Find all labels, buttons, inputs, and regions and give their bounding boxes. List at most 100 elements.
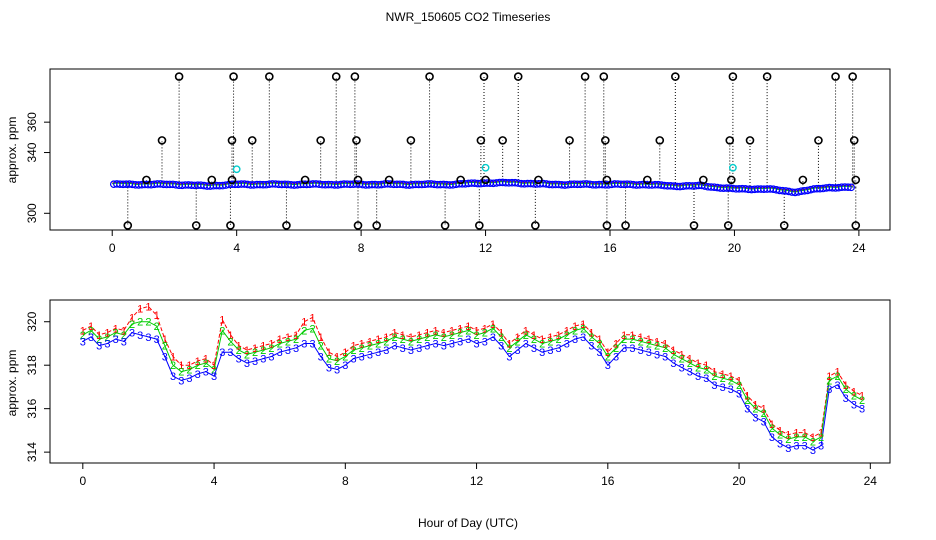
bottom-point-label-2: 2	[613, 343, 619, 355]
bottom-point-label-3: 3	[113, 334, 119, 346]
bottom-point-label-1: 1	[621, 330, 627, 342]
bottom-point-label-3: 3	[104, 338, 110, 350]
bottom-point-label-3: 3	[465, 334, 471, 346]
bottom-point-label-2: 2	[367, 341, 373, 353]
bottom-point-label-1: 1	[449, 325, 455, 337]
bottom-point-label-3: 3	[154, 334, 160, 346]
bottom-point-label-2: 2	[679, 354, 685, 366]
top-flagged-point	[352, 136, 361, 145]
bottom-point-label-2: 2	[145, 317, 151, 329]
bottom-point-label-2: 2	[342, 352, 348, 364]
top-flagged-point	[227, 136, 237, 145]
bottom-point-label-3: 3	[564, 338, 570, 350]
top-flagged-point	[565, 136, 574, 145]
bottom-point-label-2: 2	[211, 365, 217, 377]
top-flagged-point	[456, 175, 465, 185]
bottom-point-label-3: 3	[318, 352, 324, 364]
bottom-point-label-2: 2	[572, 325, 578, 337]
bottom-point-label-2: 2	[728, 375, 734, 387]
bottom-point-label-3: 3	[769, 432, 775, 444]
top-x-tick-label: 8	[358, 241, 365, 255]
bottom-point-label-3: 3	[350, 354, 356, 366]
bottom-point-label-3: 3	[523, 338, 529, 350]
bottom-point-label-3: 3	[203, 367, 209, 379]
bottom-point-label-2: 2	[654, 341, 660, 353]
top-flagged-point	[727, 175, 736, 185]
top-flagged-point	[602, 221, 612, 230]
bottom-point-label-2: 2	[96, 334, 102, 346]
bottom-point-label-3: 3	[826, 384, 832, 396]
bottom-point-label-2: 2	[859, 395, 865, 407]
bottom-point-label-1: 1	[441, 328, 447, 340]
bottom-point-label-3: 3	[629, 343, 635, 355]
bottom-point-label-1: 1	[244, 345, 250, 357]
bottom-point-label-1: 1	[137, 304, 143, 316]
bottom-point-label-3: 3	[506, 352, 512, 364]
bottom-point-label-1: 1	[482, 323, 488, 335]
bottom-point-label-1: 1	[277, 334, 283, 346]
bottom-point-label-2: 2	[424, 332, 430, 344]
bottom-point-label-3: 3	[531, 343, 537, 355]
bottom-point-label-2: 2	[761, 408, 767, 420]
top-flagged-point	[814, 136, 823, 145]
bottom-point-label-3: 3	[277, 347, 283, 359]
bottom-point-label-1: 1	[474, 325, 480, 337]
top-flagged-point	[671, 72, 680, 81]
bottom-point-label-1: 1	[334, 352, 340, 364]
bottom-point-label-1: 1	[227, 330, 233, 342]
bottom-point-label-1: 1	[121, 325, 127, 337]
bottom-point-label-3: 3	[818, 441, 824, 453]
bottom-point-label-2: 2	[301, 325, 307, 337]
bottom-point-label-2: 2	[375, 338, 381, 350]
bottom-point-label-3: 3	[720, 382, 726, 394]
bottom-point-label-3: 3	[293, 343, 299, 355]
bottom-point-label-1: 1	[391, 328, 397, 340]
bottom-point-label-3: 3	[859, 404, 865, 416]
chart-title: NWR_150605 CO2 Timeseries	[386, 10, 551, 24]
bottom-point-label-3: 3	[515, 345, 521, 357]
top-flagged-point	[123, 221, 133, 230]
bottom-point-label-3: 3	[646, 347, 652, 359]
bottom-point-label-3: 3	[96, 341, 102, 353]
top-flagged-point	[728, 72, 738, 81]
bottom-point-label-1: 1	[400, 330, 406, 342]
bottom-point-label-2: 2	[359, 343, 365, 355]
top-flagged-point	[655, 136, 665, 145]
bottom-point-label-1: 1	[843, 380, 849, 392]
bottom-point-label-1: 1	[367, 336, 373, 348]
bottom-point-label-1: 1	[170, 352, 176, 364]
bottom-point-label-2: 2	[113, 328, 119, 340]
top-flagged-point	[265, 72, 274, 81]
top-flagged-point	[481, 175, 490, 185]
top-flagged-point	[227, 175, 237, 185]
top-x-tick-label: 24	[852, 241, 866, 255]
bottom-point-label-2: 2	[227, 336, 233, 348]
bottom-point-label-1: 1	[383, 332, 389, 344]
top-y-tick-label: 340	[25, 142, 39, 162]
bottom-point-label-1: 1	[851, 386, 857, 398]
top-flagged-point	[601, 136, 610, 145]
bottom-point-label-1: 1	[523, 325, 529, 337]
top-flagged-point	[725, 136, 735, 145]
bottom-point-label-3: 3	[178, 375, 184, 387]
bottom-x-tick-label: 24	[864, 474, 878, 488]
top-flagged-point	[350, 72, 360, 81]
bottom-point-label-2: 2	[260, 345, 266, 357]
bottom-point-label-3: 3	[736, 388, 742, 400]
bottom-point-label-1: 1	[211, 360, 217, 372]
bottom-point-label-3: 3	[588, 341, 594, 353]
bottom-point-label-2: 2	[195, 360, 201, 372]
bottom-point-label-3: 3	[572, 334, 578, 346]
bottom-point-label-2: 2	[203, 358, 209, 370]
bottom-y-tick-label: 314	[25, 442, 39, 462]
bottom-point-label-1: 1	[597, 334, 603, 346]
top-flagged-point	[425, 72, 434, 81]
top-flagged-point	[798, 175, 808, 185]
bottom-point-label-2: 2	[285, 336, 291, 348]
bottom-point-label-1: 1	[605, 347, 611, 359]
bottom-point-label-2: 2	[752, 404, 758, 416]
top-flagged-point	[513, 72, 523, 81]
bottom-point-label-2: 2	[441, 332, 447, 344]
top-cyan-point	[232, 165, 241, 174]
